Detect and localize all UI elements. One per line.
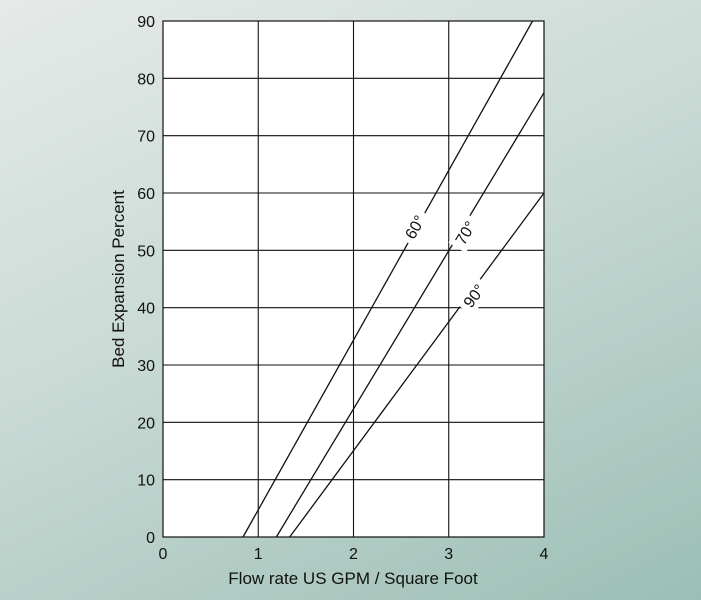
series-line bbox=[289, 192, 545, 538]
series-line bbox=[242, 20, 534, 538]
y-tick-label: 10 bbox=[137, 473, 155, 490]
x-tick-label: 0 bbox=[159, 546, 168, 563]
series-label-background bbox=[448, 213, 484, 253]
series-line bbox=[275, 92, 545, 538]
series-labels: 60° 70°90° bbox=[398, 207, 493, 316]
x-axis-label: Flow rate US GPM / Square Foot bbox=[228, 569, 478, 588]
y-tick-label: 90 bbox=[137, 14, 155, 31]
y-axis-label: Bed Expansion Percent bbox=[109, 190, 128, 368]
x-tick-label: 2 bbox=[349, 546, 358, 563]
y-tick-label: 20 bbox=[137, 415, 155, 432]
series-label-background bbox=[456, 276, 493, 316]
x-tick-label: 3 bbox=[444, 546, 453, 563]
y-tick-label: 40 bbox=[137, 301, 155, 318]
gridlines bbox=[163, 21, 544, 537]
y-tick-label: 70 bbox=[137, 129, 155, 146]
y-tick-label: 0 bbox=[146, 530, 155, 547]
y-tick-label: 60 bbox=[137, 186, 155, 203]
series-lines bbox=[242, 20, 545, 538]
y-tick-label: 80 bbox=[137, 71, 155, 88]
y-tick-label: 50 bbox=[137, 243, 155, 260]
y-tick-label: 30 bbox=[137, 358, 155, 375]
x-tick-label: 1 bbox=[254, 546, 263, 563]
x-tick-label: 4 bbox=[540, 546, 549, 563]
series-label-background bbox=[398, 207, 433, 248]
